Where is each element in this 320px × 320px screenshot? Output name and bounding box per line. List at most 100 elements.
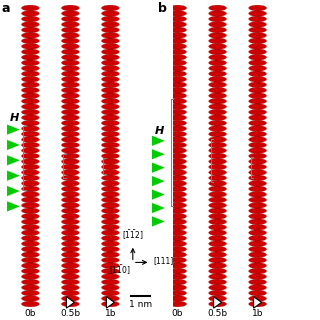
Ellipse shape (209, 159, 227, 164)
Ellipse shape (249, 54, 267, 60)
Ellipse shape (169, 219, 187, 225)
Ellipse shape (101, 54, 119, 60)
Ellipse shape (61, 290, 79, 296)
Ellipse shape (169, 115, 187, 121)
Text: 0b: 0b (25, 309, 36, 318)
Ellipse shape (249, 16, 267, 22)
Ellipse shape (21, 131, 39, 137)
Ellipse shape (169, 197, 187, 203)
Ellipse shape (249, 263, 267, 268)
Ellipse shape (169, 279, 187, 285)
Ellipse shape (61, 71, 79, 77)
Ellipse shape (169, 71, 187, 77)
Ellipse shape (61, 126, 79, 132)
Polygon shape (7, 171, 20, 181)
Ellipse shape (21, 153, 39, 159)
Ellipse shape (101, 180, 119, 186)
Ellipse shape (101, 235, 119, 241)
Ellipse shape (209, 219, 227, 225)
Ellipse shape (209, 203, 227, 208)
Ellipse shape (209, 115, 227, 121)
Ellipse shape (101, 257, 119, 263)
Ellipse shape (61, 274, 79, 279)
Ellipse shape (101, 170, 119, 175)
Ellipse shape (209, 208, 227, 214)
Ellipse shape (249, 27, 267, 33)
Ellipse shape (209, 76, 227, 82)
Ellipse shape (169, 131, 187, 137)
Ellipse shape (21, 98, 39, 104)
Ellipse shape (209, 137, 227, 142)
Ellipse shape (249, 164, 267, 170)
Ellipse shape (61, 137, 79, 142)
Ellipse shape (209, 44, 227, 49)
Ellipse shape (61, 5, 79, 11)
Ellipse shape (169, 290, 187, 296)
Ellipse shape (169, 137, 187, 142)
Ellipse shape (249, 142, 267, 148)
Ellipse shape (61, 98, 79, 104)
Ellipse shape (209, 213, 227, 219)
Ellipse shape (249, 197, 267, 203)
Polygon shape (152, 216, 165, 227)
Ellipse shape (61, 164, 79, 170)
Ellipse shape (169, 38, 187, 44)
Ellipse shape (101, 290, 119, 296)
Ellipse shape (101, 186, 119, 192)
Ellipse shape (61, 208, 79, 214)
Ellipse shape (101, 241, 119, 247)
Ellipse shape (249, 274, 267, 279)
Ellipse shape (249, 301, 267, 307)
Ellipse shape (101, 60, 119, 66)
Ellipse shape (101, 27, 119, 33)
Ellipse shape (249, 268, 267, 274)
Polygon shape (152, 189, 165, 200)
Ellipse shape (61, 16, 79, 22)
Ellipse shape (61, 76, 79, 82)
Ellipse shape (169, 252, 187, 258)
Ellipse shape (249, 71, 267, 77)
Ellipse shape (101, 82, 119, 88)
Ellipse shape (209, 164, 227, 170)
Ellipse shape (169, 76, 187, 82)
Ellipse shape (21, 33, 39, 38)
Ellipse shape (101, 5, 119, 11)
Ellipse shape (209, 268, 227, 274)
Ellipse shape (101, 21, 119, 27)
Text: [$\bar{1}\bar{1}$2]: [$\bar{1}\bar{1}$2] (122, 228, 144, 242)
Polygon shape (7, 124, 20, 135)
Ellipse shape (21, 11, 39, 16)
Ellipse shape (21, 5, 39, 11)
Ellipse shape (209, 257, 227, 263)
Ellipse shape (169, 16, 187, 22)
Ellipse shape (249, 109, 267, 115)
Ellipse shape (21, 159, 39, 164)
Ellipse shape (21, 224, 39, 230)
Ellipse shape (61, 197, 79, 203)
Ellipse shape (249, 230, 267, 236)
Ellipse shape (61, 49, 79, 55)
Text: 1 nm: 1 nm (129, 300, 152, 309)
Ellipse shape (21, 285, 39, 291)
Ellipse shape (101, 148, 119, 153)
Ellipse shape (209, 153, 227, 159)
Ellipse shape (209, 82, 227, 88)
Ellipse shape (209, 54, 227, 60)
Ellipse shape (21, 137, 39, 142)
Ellipse shape (21, 213, 39, 219)
Ellipse shape (249, 213, 267, 219)
Ellipse shape (21, 16, 39, 22)
Ellipse shape (209, 285, 227, 291)
Ellipse shape (209, 224, 227, 230)
Ellipse shape (61, 33, 79, 38)
Ellipse shape (61, 142, 79, 148)
Ellipse shape (169, 11, 187, 16)
Text: 0.5b: 0.5b (60, 309, 80, 318)
Ellipse shape (21, 65, 39, 71)
Ellipse shape (61, 44, 79, 49)
Ellipse shape (61, 54, 79, 60)
Ellipse shape (209, 180, 227, 186)
Text: a: a (2, 2, 10, 15)
Ellipse shape (21, 274, 39, 279)
Ellipse shape (209, 126, 227, 132)
